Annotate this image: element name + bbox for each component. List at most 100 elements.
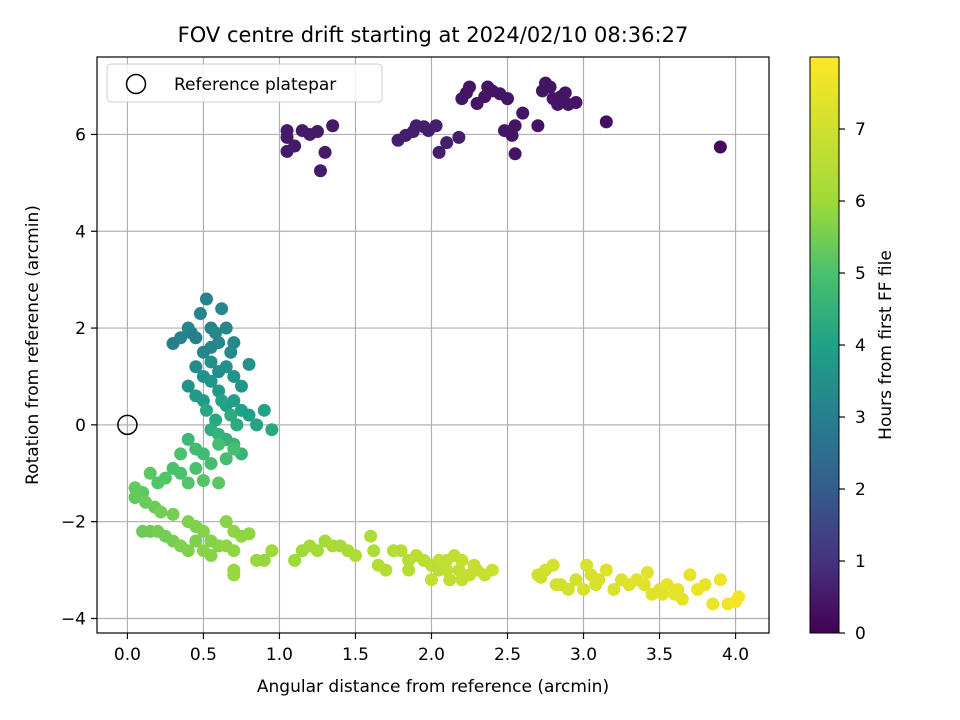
scatter-point xyxy=(543,80,557,94)
scatter-point xyxy=(257,403,271,417)
scatter-point xyxy=(230,418,244,432)
scatter-point xyxy=(432,145,446,159)
scatter-point xyxy=(546,558,560,572)
scatter-point xyxy=(189,461,203,475)
scatter-point xyxy=(174,466,188,480)
colorbar-ticks: 0 1 2 3 4 5 6 7 xyxy=(839,120,866,644)
scatter-point xyxy=(732,590,746,604)
scatter-point xyxy=(265,544,279,558)
scatter-point xyxy=(196,524,210,538)
scatter-point xyxy=(143,466,157,480)
colorbar-gradient xyxy=(809,56,840,634)
scatter-point xyxy=(455,573,469,587)
scatter-point xyxy=(599,563,613,577)
scatter-point xyxy=(181,379,195,393)
colorbar-tick-label: 2 xyxy=(855,480,866,500)
scatter-point xyxy=(656,587,670,601)
scatter-point xyxy=(204,457,218,471)
scatter-point xyxy=(549,578,563,592)
scatter-point xyxy=(224,408,238,422)
x-tick-label: 1.0 xyxy=(266,645,293,665)
scatter-point xyxy=(589,578,603,592)
y-tick-label: −4 xyxy=(61,609,86,629)
legend: Reference platepar xyxy=(106,63,383,103)
x-tick-label: 2.0 xyxy=(418,645,445,665)
scatter-point xyxy=(288,553,302,567)
scatter-point xyxy=(227,369,241,383)
colorbar-tick-label: 0 xyxy=(855,624,866,644)
scatter-point xyxy=(215,394,229,408)
plot-frame xyxy=(96,56,770,634)
scatter-point xyxy=(640,566,654,579)
y-tick-label: −2 xyxy=(61,513,86,533)
scatter-point xyxy=(599,115,613,129)
scatter-point xyxy=(440,563,454,577)
scatter-point xyxy=(242,408,256,422)
scatter-point xyxy=(242,357,256,371)
scatter-point xyxy=(250,418,264,432)
scatter-point xyxy=(234,379,248,393)
scatter-points xyxy=(128,76,746,611)
x-tick-label: 2.5 xyxy=(494,645,521,665)
scatter-point xyxy=(713,140,727,154)
scatter-point xyxy=(280,130,294,144)
y-axis-label: Rotation from reference (arcmin) xyxy=(23,205,43,485)
scatter-point xyxy=(219,321,233,335)
x-axis-label: Angular distance from reference (arcmin) xyxy=(257,677,609,697)
scatter-point xyxy=(227,336,241,350)
x-tick-label: 3.0 xyxy=(570,645,597,665)
y-axis-ticks: −4 −2 0 2 4 6 xyxy=(61,125,97,629)
scatter-point xyxy=(706,597,720,611)
scatter-point xyxy=(569,573,583,587)
scatter-point xyxy=(534,570,548,584)
x-tick-label: 4.0 xyxy=(722,645,749,665)
scatter-point xyxy=(151,476,165,490)
colorbar-label: Hours from first FF file xyxy=(876,250,896,440)
scatter-point xyxy=(128,490,142,504)
scatter-point xyxy=(394,544,408,558)
scatter-point xyxy=(402,563,416,577)
scatter-point xyxy=(227,568,241,582)
scatter-point xyxy=(199,292,213,306)
scatter-point xyxy=(531,119,545,133)
scatter-point xyxy=(242,527,256,541)
scatter-point xyxy=(204,355,218,369)
x-tick-label: 1.5 xyxy=(342,645,369,665)
scatter-point xyxy=(310,125,324,139)
scatter-point xyxy=(215,302,229,316)
x-tick-label: 0.0 xyxy=(114,645,141,665)
colorbar-tick-label: 7 xyxy=(855,120,866,140)
scatter-point xyxy=(455,553,469,567)
scatter-point xyxy=(379,563,393,577)
colorbar-tick-label: 5 xyxy=(855,264,866,284)
scatter-point xyxy=(348,549,362,563)
reference-platepar-marker xyxy=(117,414,138,436)
scatter-point xyxy=(181,544,195,558)
scatter-point xyxy=(683,568,697,582)
scatter-point xyxy=(199,403,213,417)
scatter-point xyxy=(212,336,226,350)
colorbar-tick-label: 6 xyxy=(855,192,866,212)
scatter-point xyxy=(204,374,218,388)
scatter-point xyxy=(577,582,591,596)
scatter-point xyxy=(318,145,332,159)
legend-open-circle-icon xyxy=(125,73,147,95)
scatter-point xyxy=(440,136,454,150)
scatter-point xyxy=(209,413,223,427)
scatter-point xyxy=(698,578,712,592)
scatter-point xyxy=(561,582,575,596)
scatter-point xyxy=(212,476,226,490)
scatter-point xyxy=(166,507,180,521)
scatter-point xyxy=(227,442,241,456)
y-tick-label: 4 xyxy=(75,222,86,242)
scatter-point xyxy=(219,360,233,374)
scatter-point xyxy=(181,476,195,490)
chart-title: FOV centre drift starting at 2024/02/10 … xyxy=(178,23,689,47)
scatter-point xyxy=(288,139,302,153)
scatter-point xyxy=(501,92,514,106)
scatter-point xyxy=(313,164,327,178)
x-tick-label: 3.5 xyxy=(646,645,673,665)
scatter-point xyxy=(367,544,381,558)
scatter-point xyxy=(424,573,438,587)
scatter-point xyxy=(637,578,651,592)
